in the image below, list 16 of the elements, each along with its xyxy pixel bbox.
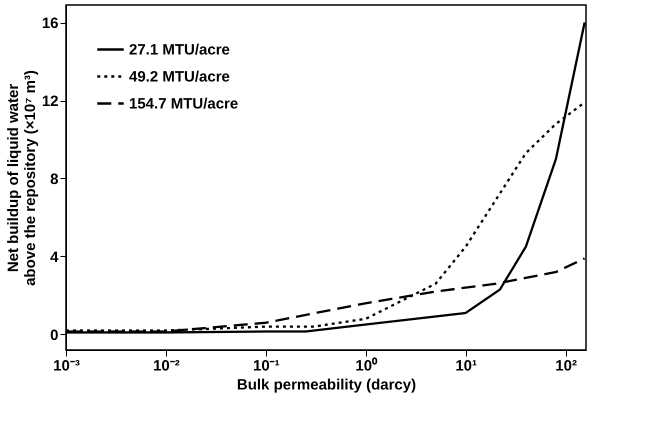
x-tick-label: 10⁰ [355,356,378,374]
y-tick-label: 8 [50,170,58,188]
legend-label: 49.2 MTU/acre [129,68,230,86]
x-tick-label: 10¹ [455,358,478,374]
x-tick-label: 10⁻² [153,358,180,374]
x-tick-label: 10⁻¹ [253,358,280,374]
y-tick-label: 4 [50,248,60,266]
legend-label: 27.1 MTU/acre [129,42,230,58]
y-tick-label: 16 [42,15,58,32]
x-axis-title: Bulk permeability (darcy) [236,376,416,394]
y-tick-label: 12 [42,93,58,110]
legend-label: 154.7 MTU/acre [129,96,238,112]
x-tick-label: 10² [555,358,577,374]
x-tick-label: 10⁻³ [53,358,80,374]
y-tick-label: 0 [50,326,58,344]
y-axis-title: Net buildup of liquid water above the repository (×10⁷ m³) [4,70,39,286]
